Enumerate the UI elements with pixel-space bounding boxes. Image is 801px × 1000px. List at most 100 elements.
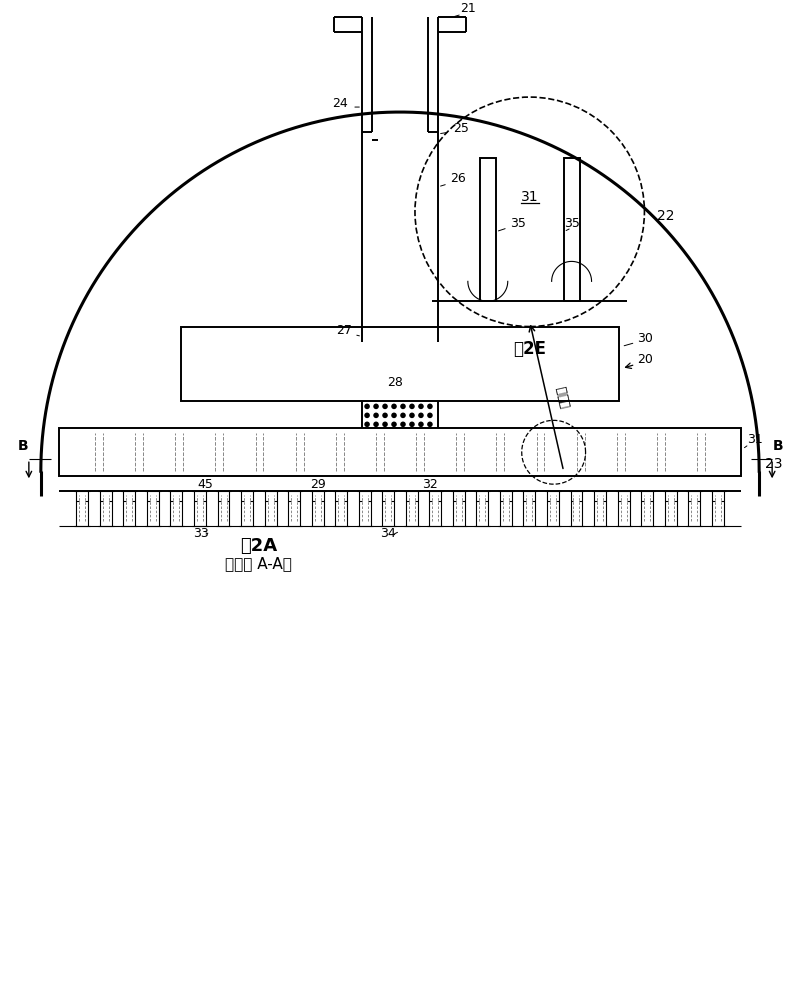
Circle shape bbox=[382, 377, 388, 382]
Circle shape bbox=[373, 377, 379, 382]
Circle shape bbox=[373, 386, 379, 391]
Circle shape bbox=[427, 368, 433, 373]
Text: 35: 35 bbox=[564, 217, 579, 230]
Circle shape bbox=[418, 413, 424, 418]
Text: 21: 21 bbox=[460, 2, 476, 15]
Circle shape bbox=[418, 386, 424, 391]
Text: （视图 A-A）: （视图 A-A） bbox=[225, 557, 292, 572]
Circle shape bbox=[409, 377, 415, 382]
Circle shape bbox=[382, 368, 388, 373]
Circle shape bbox=[373, 422, 379, 427]
Circle shape bbox=[418, 395, 424, 400]
Circle shape bbox=[373, 359, 379, 364]
Bar bbox=[362, 342, 438, 431]
Text: 放大图: 放大图 bbox=[555, 384, 573, 409]
Text: 45: 45 bbox=[198, 478, 213, 491]
Circle shape bbox=[373, 368, 379, 373]
Circle shape bbox=[364, 422, 370, 427]
Text: B: B bbox=[773, 439, 783, 453]
Circle shape bbox=[364, 368, 370, 373]
Circle shape bbox=[382, 395, 388, 400]
Circle shape bbox=[427, 350, 433, 355]
Text: 24: 24 bbox=[332, 97, 348, 110]
Circle shape bbox=[373, 404, 379, 409]
Text: 27: 27 bbox=[336, 324, 352, 337]
Circle shape bbox=[364, 413, 370, 418]
Ellipse shape bbox=[415, 97, 645, 327]
Circle shape bbox=[391, 404, 396, 409]
Circle shape bbox=[364, 386, 370, 391]
Circle shape bbox=[391, 377, 396, 382]
Circle shape bbox=[391, 350, 396, 355]
Circle shape bbox=[409, 422, 415, 427]
Circle shape bbox=[409, 413, 415, 418]
Circle shape bbox=[382, 413, 388, 418]
Circle shape bbox=[409, 395, 415, 400]
Circle shape bbox=[427, 395, 433, 400]
Circle shape bbox=[364, 377, 370, 382]
Circle shape bbox=[364, 359, 370, 364]
Circle shape bbox=[364, 350, 370, 355]
Circle shape bbox=[373, 395, 379, 400]
Circle shape bbox=[373, 350, 379, 355]
Circle shape bbox=[391, 359, 396, 364]
Bar bbox=[564, 158, 580, 301]
Circle shape bbox=[400, 386, 406, 391]
Text: 29: 29 bbox=[310, 478, 326, 491]
Text: 25: 25 bbox=[453, 122, 469, 135]
Text: 26: 26 bbox=[450, 172, 465, 185]
Circle shape bbox=[409, 386, 415, 391]
Circle shape bbox=[382, 386, 388, 391]
Circle shape bbox=[391, 395, 396, 400]
Circle shape bbox=[427, 359, 433, 364]
Circle shape bbox=[391, 422, 396, 427]
Circle shape bbox=[418, 377, 424, 382]
Circle shape bbox=[418, 422, 424, 427]
Circle shape bbox=[409, 350, 415, 355]
Circle shape bbox=[382, 422, 388, 427]
Text: 35: 35 bbox=[509, 217, 525, 230]
Circle shape bbox=[400, 395, 406, 400]
Text: B: B bbox=[18, 439, 28, 453]
Text: 22: 22 bbox=[658, 209, 675, 223]
Circle shape bbox=[382, 350, 388, 355]
Text: 20: 20 bbox=[638, 353, 654, 366]
Circle shape bbox=[418, 404, 424, 409]
Text: 30: 30 bbox=[638, 332, 654, 345]
Text: 31: 31 bbox=[521, 190, 538, 204]
Circle shape bbox=[409, 359, 415, 364]
Circle shape bbox=[400, 404, 406, 409]
Circle shape bbox=[427, 413, 433, 418]
Circle shape bbox=[418, 350, 424, 355]
Bar bbox=[480, 158, 496, 301]
Circle shape bbox=[382, 359, 388, 364]
Circle shape bbox=[418, 368, 424, 373]
Text: 33: 33 bbox=[192, 527, 208, 540]
Circle shape bbox=[400, 368, 406, 373]
Circle shape bbox=[391, 413, 396, 418]
Circle shape bbox=[400, 377, 406, 382]
Circle shape bbox=[391, 368, 396, 373]
Text: 图2A: 图2A bbox=[239, 537, 277, 555]
Text: 图2E: 图2E bbox=[513, 340, 546, 358]
Circle shape bbox=[400, 422, 406, 427]
Text: 31: 31 bbox=[747, 433, 763, 446]
Circle shape bbox=[364, 404, 370, 409]
Bar bbox=[58, 428, 741, 476]
Circle shape bbox=[400, 350, 406, 355]
Circle shape bbox=[373, 413, 379, 418]
Circle shape bbox=[427, 377, 433, 382]
Circle shape bbox=[418, 359, 424, 364]
Circle shape bbox=[427, 404, 433, 409]
Text: 23: 23 bbox=[765, 457, 783, 471]
Circle shape bbox=[400, 413, 406, 418]
Text: 32: 32 bbox=[422, 478, 438, 491]
Circle shape bbox=[391, 386, 396, 391]
Circle shape bbox=[364, 395, 370, 400]
Bar bbox=[180, 327, 619, 401]
Circle shape bbox=[427, 386, 433, 391]
Circle shape bbox=[382, 404, 388, 409]
Text: 28: 28 bbox=[387, 376, 403, 389]
Circle shape bbox=[409, 404, 415, 409]
Circle shape bbox=[409, 368, 415, 373]
